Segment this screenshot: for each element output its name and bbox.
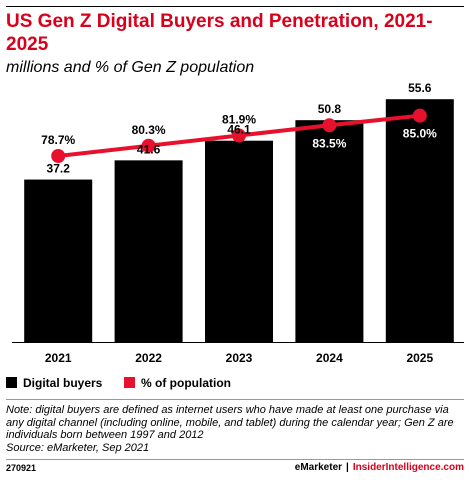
x-tick-2025: 2025 (406, 351, 433, 365)
line-value-label-2023: 81.9% (222, 113, 256, 127)
legend-item-population: % of population (124, 376, 231, 390)
line-value-label-2024: 83.5% (312, 136, 346, 150)
note-divider (6, 399, 464, 400)
x-tick-2021: 2021 (45, 351, 72, 365)
bars-layer (24, 99, 454, 342)
legend-item-digital-buyers: Digital buyers (6, 376, 102, 390)
legend-swatch-line (124, 377, 135, 388)
x-tick-2022: 2022 (135, 351, 162, 365)
credit: eMarketer | InsiderIntelligence.com (295, 462, 464, 473)
x-tick-2024: 2024 (316, 351, 343, 365)
footer-divider (6, 459, 464, 460)
line-point-2023 (232, 128, 246, 143)
legend-label-bars: Digital buyers (23, 376, 103, 390)
line-value-label-2025: 85.0% (403, 127, 437, 141)
chart-id: 270921 (6, 463, 37, 473)
footnote: Note: digital buyers are defined as inte… (6, 404, 464, 454)
source-text: Source: eMarketer, Sep 2021 (6, 441, 150, 454)
bar-value-label-2022: 41.6 (137, 142, 161, 156)
brand-separator: | (346, 462, 349, 473)
labels-layer: 37.2 41.6 46.1 50.8 55.6 78.7% 80.3% 81.9% 83.5%… (41, 81, 437, 175)
line-layer (51, 108, 427, 163)
x-tick-2023: 2023 (226, 351, 253, 365)
line-point-2024 (322, 118, 337, 133)
chart-area: 37.2 41.6 46.1 50.8 55.6 78.7% 80.3% 81.9% 83.5%… (12, 81, 464, 365)
top-rule (6, 6, 464, 7)
bar-value-label-2024: 50.8 (318, 102, 342, 116)
x-axis-ticks: 2021 2022 2023 2024 2025 (12, 342, 464, 365)
bar-2021 (24, 179, 93, 342)
bar-value-label-2025: 55.6 (408, 81, 432, 95)
line-point-2021 (51, 149, 66, 163)
chart-title: US Gen Z Digital Buyers and Penetration,… (6, 11, 433, 55)
line-point-2022 (141, 138, 156, 153)
legend-label-line: % of population (141, 376, 231, 390)
bar-2023 (205, 140, 273, 342)
line-point-2025 (412, 108, 427, 123)
bar-2024 (295, 120, 364, 342)
bar-value-label-2021: 37.2 (47, 162, 71, 176)
legend-swatch-bars (6, 377, 17, 388)
note-text: Note: digital buyers are defined as inte… (6, 404, 454, 441)
line-value-label-2021: 78.7% (41, 133, 75, 147)
chart-subtitle: millions and % of Gen Z population (6, 59, 255, 76)
bar-2022 (114, 160, 183, 342)
bar-value-label-2023: 46.1 (227, 123, 251, 137)
bar-2025 (385, 99, 454, 342)
brand-emarketer: eMarketer (294, 462, 343, 473)
line-value-label-2022: 80.3% (132, 123, 166, 137)
brand-insider-intelligence: InsiderIntelligence.com (352, 462, 464, 473)
